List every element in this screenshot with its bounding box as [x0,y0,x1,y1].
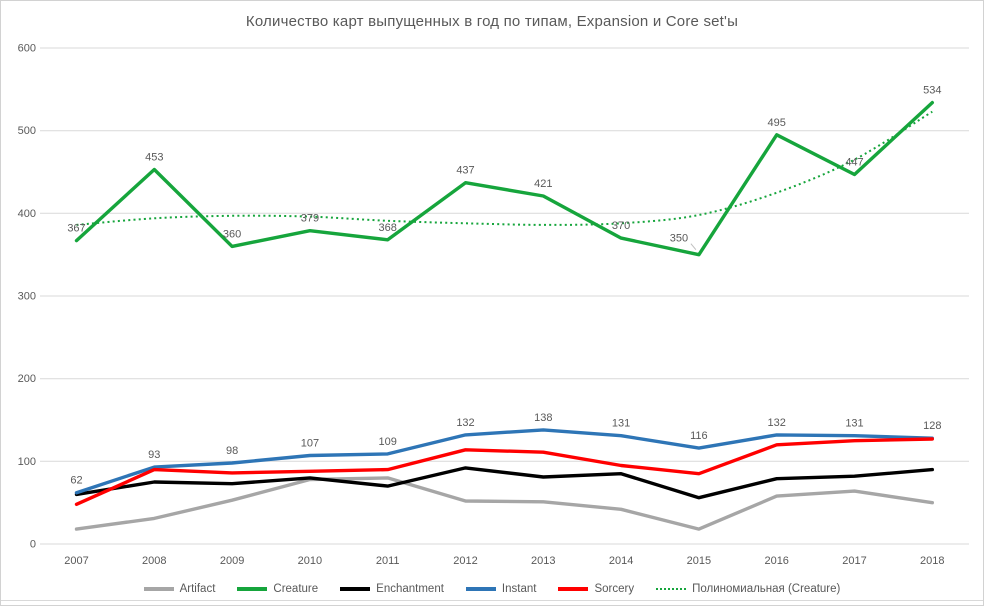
data-label-creature-2009: 360 [223,228,241,240]
data-label-instant-2007: 62 [70,475,82,487]
legend-label-enchantment: Enchantment [376,583,444,595]
legend-swatch-enchantment [340,587,371,591]
chart-frame-bottom-border [1,600,983,601]
y-tick-label-200: 200 [18,373,36,385]
y-tick-label-300: 300 [18,291,36,303]
trendline-polynomial-creature[interactable] [76,110,933,226]
y-tick-label-600: 600 [18,43,36,55]
data-label-creature-2018: 534 [923,85,941,97]
legend-swatch-creature [237,587,268,591]
data-label-creature-2011: 368 [379,222,397,234]
data-label-leader [690,243,697,251]
data-label-instant-2008: 93 [148,449,160,461]
legend-item-enchantment[interactable]: Enchantment [340,583,444,595]
data-label-instant-2014: 131 [612,418,630,430]
data-label-instant-2010: 107 [301,438,319,450]
x-tick-label-2008: 2008 [142,555,166,567]
data-label-creature-2016: 495 [768,117,786,129]
legend-label-sorcery: Sorcery [594,583,635,595]
x-tick-label-2012: 2012 [453,555,477,567]
x-tick-label-2015: 2015 [687,555,711,567]
data-label-creature-2012: 437 [456,165,474,177]
data-label-creature-2008: 453 [145,152,163,164]
legend-swatch-instant [465,587,496,591]
data-label-instant-2017: 131 [845,418,863,430]
series-line-instant[interactable] [74,428,934,495]
x-tick-label-2016: 2016 [764,555,788,567]
legend-item-sorcery[interactable]: Sorcery [558,583,634,595]
data-label-instant-2009: 98 [226,445,238,457]
chart-legend: Artifact Creature Enchantment Instant Sorcer… [1,580,983,598]
legend-item-polynomial-creature[interactable]: Полиномиальная (Creature) [656,583,840,595]
data-label-instant-2018: 128 [923,420,941,432]
series-line-creature[interactable] [74,100,934,257]
series-line-artifact[interactable] [74,476,934,531]
x-tick-label-2009: 2009 [220,555,244,567]
data-label-instant-2016: 132 [768,417,786,429]
data-label-creature-2017: 447 [845,157,863,169]
y-tick-label-0: 0 [30,539,36,551]
legend-label-creature: Creature [273,583,319,595]
y-tick-label-400: 400 [18,208,36,220]
x-tick-label-2010: 2010 [298,555,322,567]
data-label-instant-2012: 132 [456,417,474,429]
x-tick-label-2013: 2013 [531,555,555,567]
data-label-instant-2015: 116 [690,430,708,442]
data-label-creature-2014: 370 [612,220,630,232]
x-tick-label-2007: 2007 [64,555,88,567]
data-label-creature-2015: 350 [670,233,688,245]
x-tick-label-2018: 2018 [920,555,944,567]
legend-swatch-polynomial-creature [656,588,687,590]
series-line-sorcery[interactable] [74,437,934,506]
y-tick-label-500: 500 [18,125,36,137]
legend-label-artifact: Artifact [179,583,216,595]
data-label-instant-2013: 138 [534,412,552,424]
data-label-creature-2007: 367 [67,223,85,235]
data-label-instant-2011: 109 [379,436,397,448]
y-tick-label-100: 100 [18,456,36,468]
legend-label-instant: Instant [501,583,537,595]
series-line-enchantment[interactable] [74,466,934,500]
chart-title: Количество карт выпущенных в год по типа… [245,13,739,30]
legend-item-instant[interactable]: Instant [465,583,537,595]
legend-swatch-sorcery [558,587,589,591]
legend-label-polynomial-creature: Полиномиальная (Creature) [692,583,841,595]
data-label-creature-2013: 421 [534,178,552,190]
data-label-creature-2010: 379 [301,213,319,225]
x-tick-label-2017: 2017 [842,555,866,567]
x-tick-label-2011: 2011 [376,555,400,567]
legend-swatch-artifact [143,587,174,591]
legend-item-creature[interactable]: Creature [237,583,318,595]
x-tick-label-2014: 2014 [609,555,633,567]
legend-item-artifact[interactable]: Artifact [143,583,216,595]
